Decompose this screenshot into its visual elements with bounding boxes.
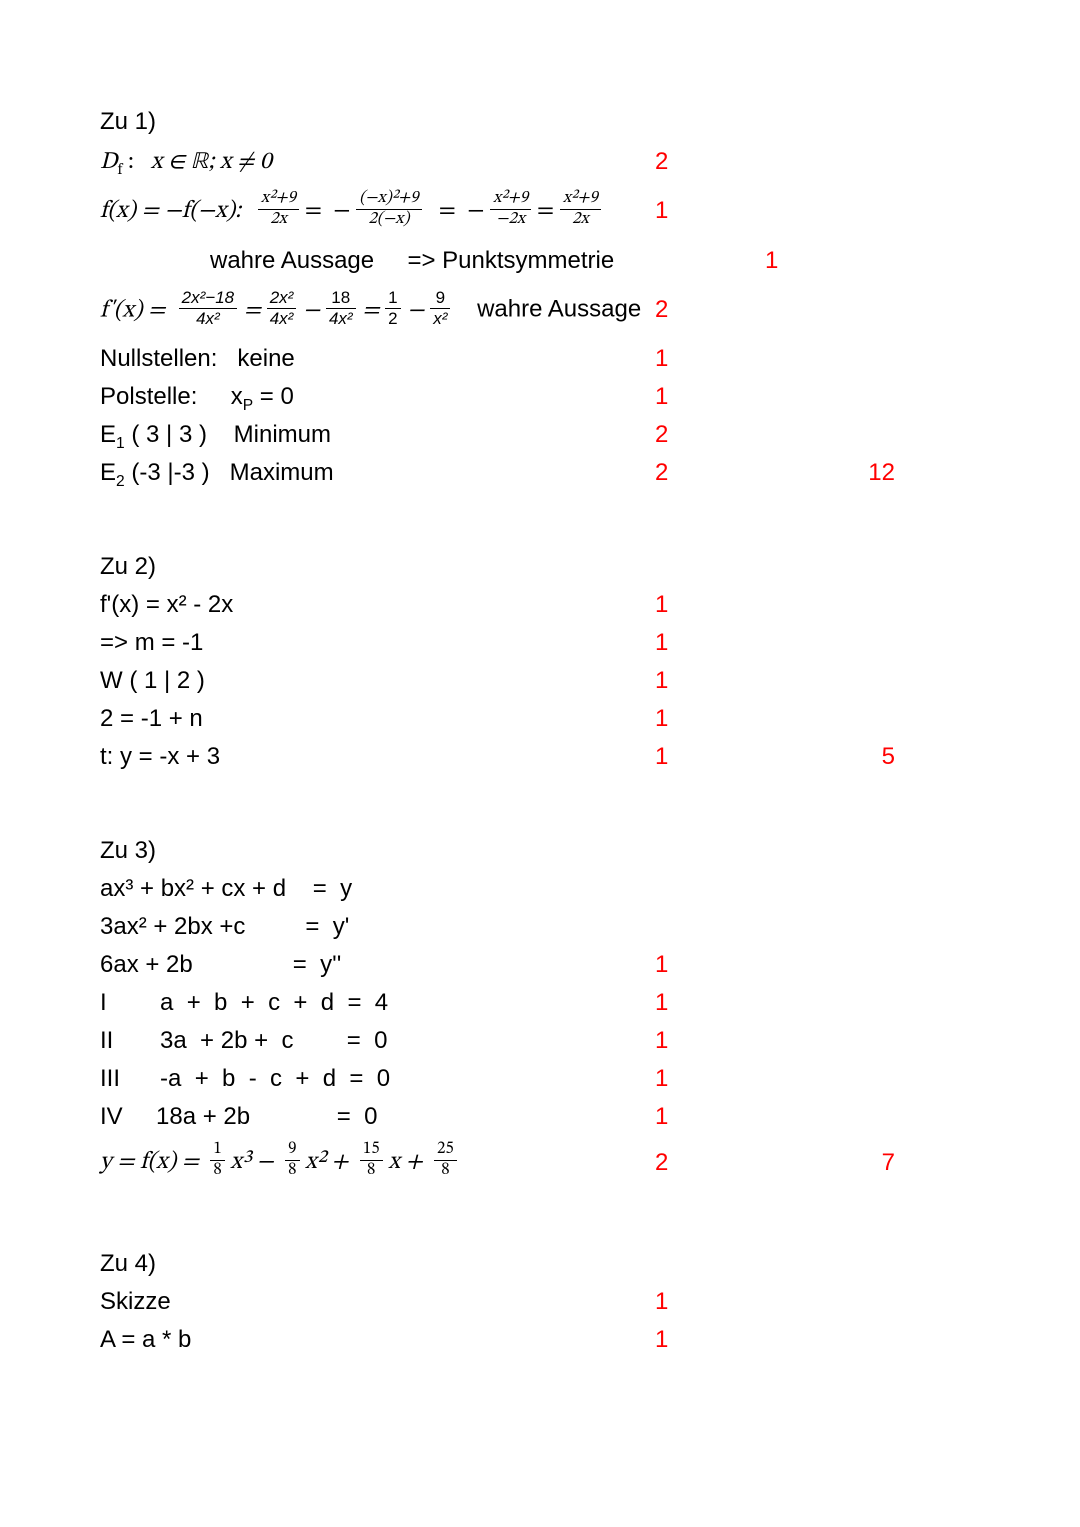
points: 1 xyxy=(655,385,775,409)
z2-tangent: t: y = -x + 3 xyxy=(100,745,655,769)
points: 1 xyxy=(655,347,775,371)
z3-yprimeprime: 6ax + 2b = y'' xyxy=(100,953,655,977)
section-heading-2: Zu 2) xyxy=(100,555,655,579)
z2-point-w: W ( 1 | 2 ) xyxy=(100,669,655,693)
points: 2 xyxy=(655,423,775,447)
polstelle-label: Polstelle: xyxy=(100,383,197,410)
z4-skizze: Skizze xyxy=(100,1290,655,1314)
section-total: 5 xyxy=(775,745,895,769)
points: 1 xyxy=(655,1328,775,1352)
z2-n-equation: 2 = -1 + n xyxy=(100,707,655,731)
e2-pre: E xyxy=(100,459,116,486)
points: 1 xyxy=(655,745,775,769)
points: 2 xyxy=(655,150,775,174)
polstelle-xp-pre: x xyxy=(231,383,243,410)
points: 1 xyxy=(655,199,775,223)
punktsymmetrie: => Punktsymmetrie xyxy=(407,247,614,274)
points: 1 xyxy=(655,953,775,977)
section-heading-1: Zu 1) xyxy=(100,110,655,134)
e2-coords: (-3 |-3 ) xyxy=(125,459,210,486)
section-heading-4: Zu 4) xyxy=(100,1252,655,1276)
points: 1 xyxy=(655,669,775,693)
z3-eq-2: II 3a + 2b + c = 0 xyxy=(100,1029,655,1053)
e2-sub: 2 xyxy=(116,473,125,490)
z3-y: ax³ + bx² + cx + d = y xyxy=(100,877,655,901)
e2-kind: Maximum xyxy=(230,459,334,486)
poly-t3: x + xyxy=(388,1150,422,1174)
domain-line: Df : x ∈ ℝ; x ≠ 0 xyxy=(100,150,655,174)
e1-pre: E xyxy=(100,421,116,448)
points: 2 xyxy=(655,298,775,322)
poly-lhs: y = f(x) = xyxy=(100,1150,199,1174)
polstelle-sub: P xyxy=(243,397,253,414)
points: 1 xyxy=(655,1029,775,1053)
points: 1 xyxy=(655,991,775,1015)
points: 1 xyxy=(655,1290,775,1314)
e1-kind: Minimum xyxy=(234,421,331,448)
section-total: 12 xyxy=(775,461,895,485)
points: 2 xyxy=(655,1151,775,1175)
wahre-aussage: wahre Aussage xyxy=(210,247,374,274)
wahre-aussage-2: wahre Aussage xyxy=(477,295,641,322)
extremum-2-line: E2 (-3 |-3 ) Maximum xyxy=(100,461,655,485)
points: 1 xyxy=(655,707,775,731)
derivative-line: f'(x) = 2x²−184x² = 2x²4x² − 184x² = 12 … xyxy=(100,291,655,330)
deriv-lhs: f'(x) = xyxy=(100,298,165,322)
document-page: Zu 1) Df : x ∈ ℝ; x ≠ 0 2 f(x) = −f(−x):… xyxy=(0,0,1080,1527)
points: 1 xyxy=(655,1067,775,1091)
points: 1 xyxy=(655,631,775,655)
points: 1 xyxy=(765,249,885,273)
symmetry-line: f(x) = −f(−x): x²+92x = − (−x)²+92(−x) =… xyxy=(100,192,655,231)
nullstellen-label: Nullstellen: xyxy=(100,345,217,372)
points: 2 xyxy=(655,461,775,485)
points: 1 xyxy=(655,593,775,617)
z2-slope: => m = -1 xyxy=(100,631,655,655)
nullstellen-line: Nullstellen: keine xyxy=(100,347,655,371)
domain-rhs: x ∈ ℝ; x ≠ 0 xyxy=(151,150,272,174)
polstelle-line: Polstelle: xP = 0 xyxy=(100,385,655,409)
z4-area: A = a * b xyxy=(100,1328,655,1352)
z3-eq-4: IV 18a + 2b = 0 xyxy=(100,1105,655,1129)
poly-t1: x³ − xyxy=(230,1150,273,1174)
e1-coords: ( 3 | 3 ) xyxy=(125,421,207,448)
e1-sub: 1 xyxy=(116,435,125,452)
extremum-1-line: E1 ( 3 | 3 ) Minimum xyxy=(100,423,655,447)
nullstellen-value: keine xyxy=(237,345,294,372)
z3-result-poly: y = f(x) = 18 x³ − 98 x² + 158 x + 258 xyxy=(100,1143,655,1182)
points: 1 xyxy=(655,1105,775,1129)
z2-derivative: f'(x) = x² - 2x xyxy=(100,593,655,617)
df-symbol: Df xyxy=(100,150,122,174)
poly-t2: x² + xyxy=(305,1150,348,1174)
z3-eq-1: I a + b + c + d = 4 xyxy=(100,991,655,1015)
section-total: 7 xyxy=(775,1151,895,1175)
symmetry-conclusion: wahre Aussage => Punktsymmetrie xyxy=(100,249,765,273)
sym-lhs: f(x) = −f(−x): xyxy=(100,199,241,223)
z3-yprime: 3ax² + 2bx +c = y' xyxy=(100,915,655,939)
z3-eq-3: III -a + b - c + d = 0 xyxy=(100,1067,655,1091)
section-heading-3: Zu 3) xyxy=(100,839,655,863)
polstelle-xp-post: = 0 xyxy=(253,383,294,410)
